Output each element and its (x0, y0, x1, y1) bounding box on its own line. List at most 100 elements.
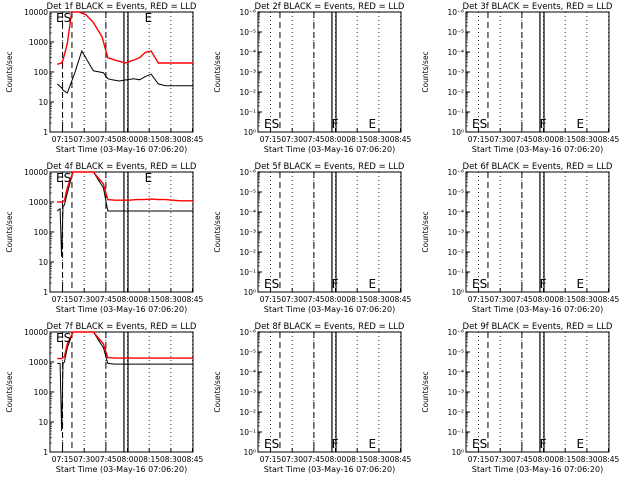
x-tick-label: 08:15 (554, 455, 576, 464)
chart-panel-2f: Det 2f BLACK = Events, RED = LLD 10⁰ 10⁻¹ 1… (213, 2, 412, 154)
marker-label-es: ES (472, 437, 487, 451)
y-tick-label: 10⁻² (239, 408, 256, 417)
x-tick-label: 07:30 (73, 295, 95, 304)
y-tick-label: 10⁻¹ (239, 428, 256, 437)
x-tick-label: 07:45 (303, 135, 325, 144)
x-tick-label: 07:30 (73, 135, 95, 144)
x-tick-label: 07:45 (95, 455, 117, 464)
marker-label-es: ES (56, 11, 71, 25)
x-tick-label: 08:15 (138, 295, 160, 304)
x-tick-label: 07:15 (52, 455, 74, 464)
x-tick-label: 08:15 (346, 135, 368, 144)
x-tick-label: 07:45 (95, 295, 117, 304)
y-tick-label: 1 (43, 448, 48, 457)
y-axis-title: Counts/sec (421, 211, 430, 252)
chart-title: Det 3f BLACK = Events, RED = LLD (463, 2, 613, 12)
y-tick-label: 10⁻⁴ (239, 368, 256, 377)
chart-title: Det 1f BLACK = Events, RED = LLD (47, 2, 197, 12)
y-tick-label: 10⁰ (243, 448, 256, 457)
series-events (56, 49, 193, 94)
marker-label-es: ES (472, 277, 487, 291)
x-tick-label: 08:45 (598, 295, 620, 304)
chart-title: Det 5f BLACK = Events, RED = LLD (255, 162, 405, 172)
y-tick-label: 100 (34, 228, 49, 237)
y-tick-label: 1 (43, 128, 48, 137)
x-tick-label: 08:45 (390, 455, 412, 464)
y-tick-label: 10⁻⁵ (239, 348, 256, 357)
x-tick-label: 07:30 (489, 295, 511, 304)
marker-label-f: F (332, 277, 339, 291)
x-tick-label: 08:00 (325, 135, 347, 144)
marker-label-e: E (577, 117, 585, 131)
series-events (56, 171, 193, 257)
x-tick-label: 08:00 (533, 455, 555, 464)
x-tick-label: 08:00 (117, 455, 139, 464)
plot-frame (257, 331, 402, 453)
chart-panel-9f: Det 9f BLACK = Events, RED = LLD 10⁰ 10⁻¹ 1… (421, 322, 620, 474)
chart-panel-5f: Det 5f BLACK = Events, RED = LLD 10⁰ 10⁻¹ 1… (213, 162, 412, 314)
y-tick-label: 10⁻⁵ (447, 348, 464, 357)
x-tick-label: 07:15 (468, 135, 490, 144)
x-tick-label: 08:00 (325, 295, 347, 304)
x-tick-label: 08:30 (576, 135, 598, 144)
y-tick-label: 10⁻³ (239, 68, 256, 77)
x-axis-title: Start Time (03-May-16 07:06:20) (472, 145, 603, 154)
plot-frame (49, 11, 194, 133)
x-tick-label: 07:45 (303, 295, 325, 304)
plot-frame (465, 331, 610, 453)
y-tick-label: 10⁻³ (447, 388, 464, 397)
y-tick-label: 10000 (24, 328, 48, 337)
x-tick-label: 08:00 (533, 135, 555, 144)
x-tick-label: 08:15 (138, 455, 160, 464)
chart-title: Det 7f BLACK = Events, RED = LLD (47, 322, 197, 332)
x-tick-label: 08:00 (117, 135, 139, 144)
x-tick-label: 07:15 (260, 295, 282, 304)
y-tick-label: 10⁻² (447, 248, 464, 257)
marker-label-e: E (369, 117, 377, 131)
x-axis-title: Start Time (03-May-16 07:06:20) (264, 305, 395, 314)
chart-panel-1f: Det 1f BLACK = Events, RED = LLD 1 10 100 10… (5, 2, 204, 154)
x-axis-title: Start Time (03-May-16 07:06:20) (472, 465, 603, 474)
y-tick-label: 10⁻⁴ (239, 48, 256, 57)
x-tick-label: 07:15 (52, 135, 74, 144)
x-tick-label: 07:30 (281, 455, 303, 464)
x-tick-label: 07:30 (489, 455, 511, 464)
x-tick-label: 08:00 (325, 455, 347, 464)
series-lld (57, 171, 193, 203)
plot-frame (465, 11, 610, 133)
marker-label-f: F (540, 277, 547, 291)
x-tick-label: 07:15 (468, 455, 490, 464)
y-tick-label: 100 (34, 68, 49, 77)
x-tick-label: 07:15 (260, 135, 282, 144)
chart-panel-7f: Det 7f BLACK = Events, RED = LLD 1 10 100 10… (5, 322, 204, 474)
x-tick-label: 07:45 (95, 135, 117, 144)
y-tick-label: 10⁻⁶ (447, 168, 464, 177)
x-tick-label: 08:00 (117, 295, 139, 304)
plot-frame (49, 171, 194, 293)
marker-label-es: ES (56, 331, 71, 345)
chart-panel-8f: Det 8f BLACK = Events, RED = LLD 10⁰ 10⁻¹ 1… (213, 322, 412, 474)
y-tick-label: 10⁻⁶ (239, 168, 256, 177)
y-tick-label: 10⁻³ (447, 228, 464, 237)
y-axis-title: Counts/sec (421, 371, 430, 412)
x-tick-label: 08:45 (182, 295, 204, 304)
chart-title: Det 8f BLACK = Events, RED = LLD (255, 322, 405, 332)
y-axis-title: Counts/sec (5, 51, 14, 92)
y-tick-label: 10⁻⁴ (447, 208, 464, 217)
x-tick-label: 08:15 (346, 295, 368, 304)
x-axis-title: Start Time (03-May-16 07:06:20) (472, 305, 603, 314)
marker-label-e: E (369, 437, 377, 451)
y-tick-label: 10⁻¹ (239, 268, 256, 277)
y-axis-title: Counts/sec (5, 211, 14, 252)
y-tick-label: 10⁰ (243, 128, 256, 137)
x-tick-label: 07:30 (489, 135, 511, 144)
y-tick-label: 10⁻⁵ (239, 188, 256, 197)
x-tick-label: 08:15 (346, 455, 368, 464)
marker-label-e: E (145, 11, 153, 25)
y-tick-label: 100 (34, 388, 49, 397)
y-tick-label: 1 (43, 288, 48, 297)
y-tick-label: 10⁻³ (239, 388, 256, 397)
x-tick-label: 08:30 (160, 455, 182, 464)
marker-label-f: F (332, 117, 339, 131)
